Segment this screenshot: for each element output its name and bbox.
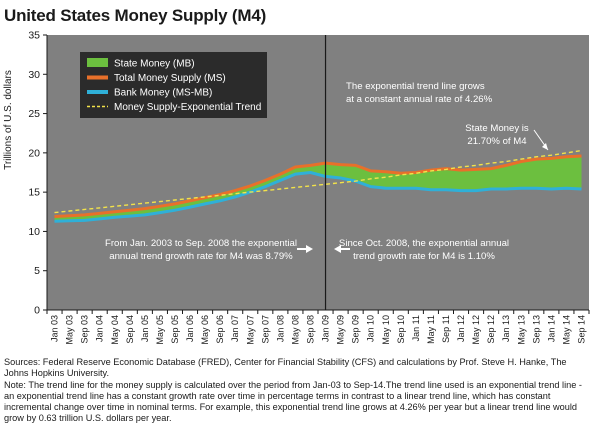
post-2008-growth-note-line: Since Oct. 2008, the exponential annual <box>339 238 509 249</box>
y-tick-label: 35 <box>28 30 40 42</box>
x-tick-label: May 03 <box>65 315 75 345</box>
pre-2008-growth-note-line: From Jan. 2003 to Sep. 2008 the exponent… <box>105 238 297 249</box>
x-tick-label: Jan 06 <box>185 315 195 342</box>
sources-text: Sources: Federal Reserve Economic Databa… <box>4 357 567 379</box>
x-tick-label: Jan 11 <box>411 315 421 341</box>
bank-money-line <box>54 171 582 223</box>
x-tick-label: Sep 03 <box>80 315 90 344</box>
x-tick-label: Sep 14 <box>577 315 587 344</box>
x-tick-label: Sep 04 <box>125 315 135 344</box>
total-money-supply-line <box>54 154 582 218</box>
x-tick-label: Sep 12 <box>486 315 496 344</box>
y-tick-label: 30 <box>28 69 40 81</box>
exponential-trend-line <box>54 149 582 214</box>
y-tick-label: 10 <box>28 226 40 238</box>
x-tick-label: Sep 13 <box>531 315 541 344</box>
x-tick-label: Sep 08 <box>306 315 316 344</box>
x-tick-label: May 12 <box>471 315 481 345</box>
x-tick-label: May 10 <box>381 315 391 345</box>
x-tick-label: Sep 05 <box>170 315 180 344</box>
state-money-area <box>54 156 582 222</box>
chart-title: United States Money Supply (M4) <box>4 6 267 25</box>
y-tick-label: 5 <box>34 265 40 277</box>
x-tick-label: Jan 10 <box>366 315 376 342</box>
left-arrow-icon <box>334 245 350 253</box>
x-tick-label: May 04 <box>110 315 120 345</box>
x-tick-label: Sep 06 <box>215 315 225 344</box>
x-tick-label: Jan 07 <box>230 315 240 342</box>
trend-growth-note-line: at a constant annual rate of 4.26% <box>346 94 493 105</box>
x-tick-label: Jan 14 <box>546 315 556 342</box>
legend-total-money-label: Total Money Supply (MS) <box>114 73 226 84</box>
trend-growth-note-line: The exponential trend line grows <box>346 81 485 92</box>
pre-2008-growth-note-line: annual trend growth rate for M4 was 8.79… <box>109 251 293 262</box>
legend-state-money-label: State Money (MB) <box>114 59 195 70</box>
state-money-share-note-line: State Money is <box>465 123 529 134</box>
legend-trend-label: Money Supply-Exponential Trend <box>114 102 261 113</box>
y-tick-label: 0 <box>34 305 40 317</box>
sources-note: Sources: Federal Reserve Economic Databa… <box>4 357 588 425</box>
x-tick-label: Jan 05 <box>140 315 150 342</box>
x-tick-label: May 08 <box>290 315 300 345</box>
state-money-share-note-line: 21.70% of M4 <box>467 136 527 147</box>
state-money-pointer-head <box>542 143 548 150</box>
x-tick-label: Sep 10 <box>396 315 406 344</box>
x-tick-label: Sep 09 <box>351 315 361 344</box>
x-tick-label: Sep 11 <box>441 315 451 343</box>
legend-box <box>80 52 267 118</box>
x-tick-label: May 11 <box>426 315 436 344</box>
y-tick-label: 25 <box>28 108 40 120</box>
methodology-note: Note: The trend line for the money suppl… <box>4 379 582 424</box>
x-tick-label: Jan 03 <box>50 315 60 342</box>
x-tick-label: Jan 13 <box>501 315 511 342</box>
y-axis-label: Trillions of U.S. dollars <box>3 70 14 170</box>
legend-state-money-swatch <box>87 58 108 67</box>
post-2008-growth-note-line: trend growth rate for M4 is 1.10% <box>353 251 495 262</box>
right-arrow-icon <box>297 245 313 253</box>
x-tick-label: Jan 12 <box>456 315 466 342</box>
x-tick-label: Sep 07 <box>260 315 270 344</box>
x-tick-label: May 06 <box>200 315 210 345</box>
x-tick-label: Jan 08 <box>275 315 285 342</box>
x-tick-label: May 05 <box>155 315 165 345</box>
x-tick-label: May 09 <box>336 315 346 345</box>
chart-svg: 0 5 10 15 20 25 30 35 Jan 03 May 03 Sep 03 Jan 04 M… <box>3 30 590 345</box>
x-tick-label: May 07 <box>245 315 255 345</box>
x-tick-label: May 13 <box>516 315 526 345</box>
x-tick-label: May 14 <box>561 315 571 345</box>
x-tick-label: Jan 09 <box>321 315 331 342</box>
x-tick-label: Jan 04 <box>95 315 105 342</box>
y-tick-label: 20 <box>28 147 40 159</box>
legend-bank-money-label: Bank Money (MS-MB) <box>114 88 212 99</box>
y-tick-label: 15 <box>28 187 40 199</box>
